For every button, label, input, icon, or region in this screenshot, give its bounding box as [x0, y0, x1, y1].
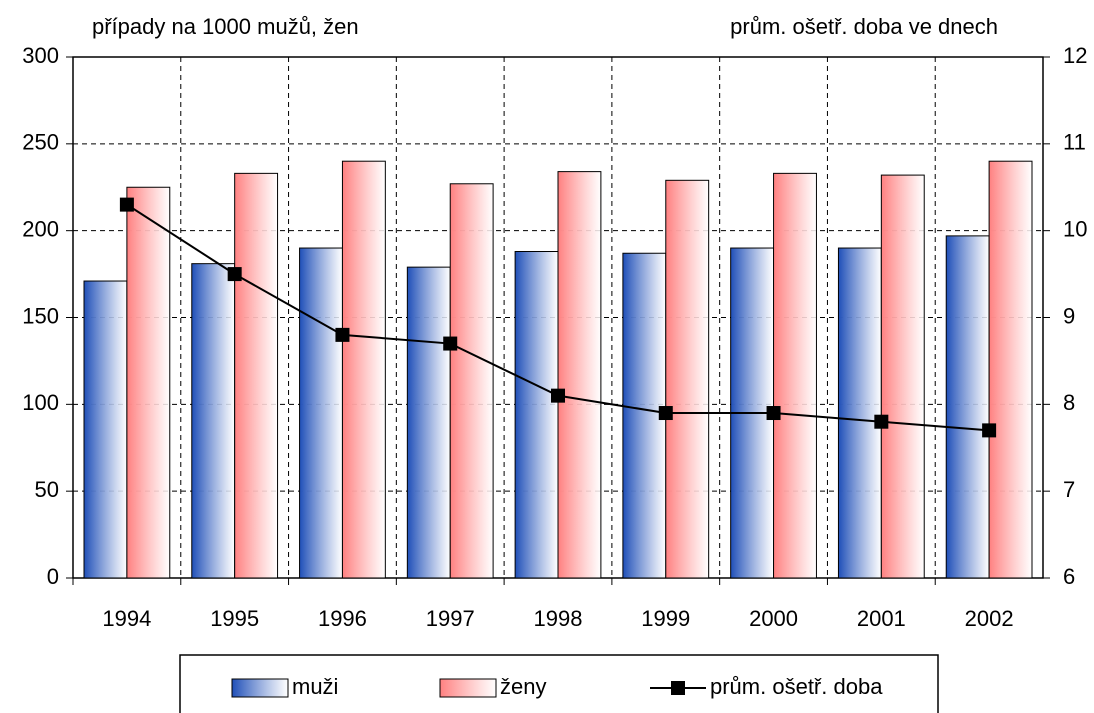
legend-box [179, 654, 939, 713]
x-tick-label: 1999 [641, 606, 690, 631]
legend-marker [671, 681, 685, 695]
marker [119, 197, 134, 212]
x-tick-label: 2000 [749, 606, 798, 631]
bar [83, 280, 128, 579]
x-tick-label: 1995 [210, 606, 259, 631]
y-tick-label: 50 [35, 477, 59, 502]
y2-tick-label: 12 [1063, 43, 1087, 68]
x-tick-label: 1998 [534, 606, 583, 631]
x-tick-label: 1996 [318, 606, 367, 631]
y-tick-label: 0 [47, 564, 59, 589]
marker [335, 327, 350, 342]
y-tick-label: 100 [22, 390, 59, 415]
bar [837, 247, 882, 579]
marker [443, 336, 458, 351]
bar [191, 263, 236, 579]
y-tick-label: 150 [22, 303, 59, 328]
y-tick-label: 300 [22, 43, 59, 68]
y-tick-label: 200 [22, 216, 59, 241]
x-tick-label: 1997 [426, 606, 475, 631]
x-tick-label: 2002 [965, 606, 1014, 631]
bar [622, 252, 667, 579]
bar [880, 174, 925, 579]
x-tick-label: 2001 [857, 606, 906, 631]
y2-tick-label: 10 [1063, 216, 1087, 241]
bar [234, 172, 279, 579]
legend-swatch [231, 678, 289, 698]
bar [406, 266, 451, 579]
y2-tick-label: 8 [1063, 390, 1075, 415]
bar [773, 172, 817, 579]
marker [766, 406, 781, 421]
bar [514, 251, 559, 579]
bar [665, 179, 710, 579]
bar [449, 183, 494, 579]
bar [945, 235, 990, 579]
bar [299, 247, 343, 579]
y2-tick-label: 11 [1063, 130, 1086, 155]
marker [227, 267, 242, 282]
y2-axis-title: prům. ošetř. doba ve dnech [730, 14, 998, 39]
bar [557, 171, 602, 579]
legend-swatch [439, 678, 497, 698]
y-axis-title: případy na 1000 mužů, žen [92, 14, 359, 39]
y-tick-label: 250 [22, 130, 59, 155]
y2-tick-label: 7 [1063, 477, 1075, 502]
marker [982, 423, 997, 438]
y2-tick-label: 9 [1063, 303, 1075, 328]
legend-label: muži [292, 674, 338, 699]
legend-label: ženy [500, 674, 546, 699]
bar [988, 160, 1033, 579]
marker [874, 414, 889, 429]
marker [551, 388, 565, 403]
x-tick-label: 1994 [102, 606, 151, 631]
bar [126, 186, 171, 579]
marker [658, 406, 673, 421]
y2-tick-label: 6 [1063, 564, 1075, 589]
bar [341, 160, 386, 579]
legend-label: prům. ošetř. doba [710, 674, 883, 699]
